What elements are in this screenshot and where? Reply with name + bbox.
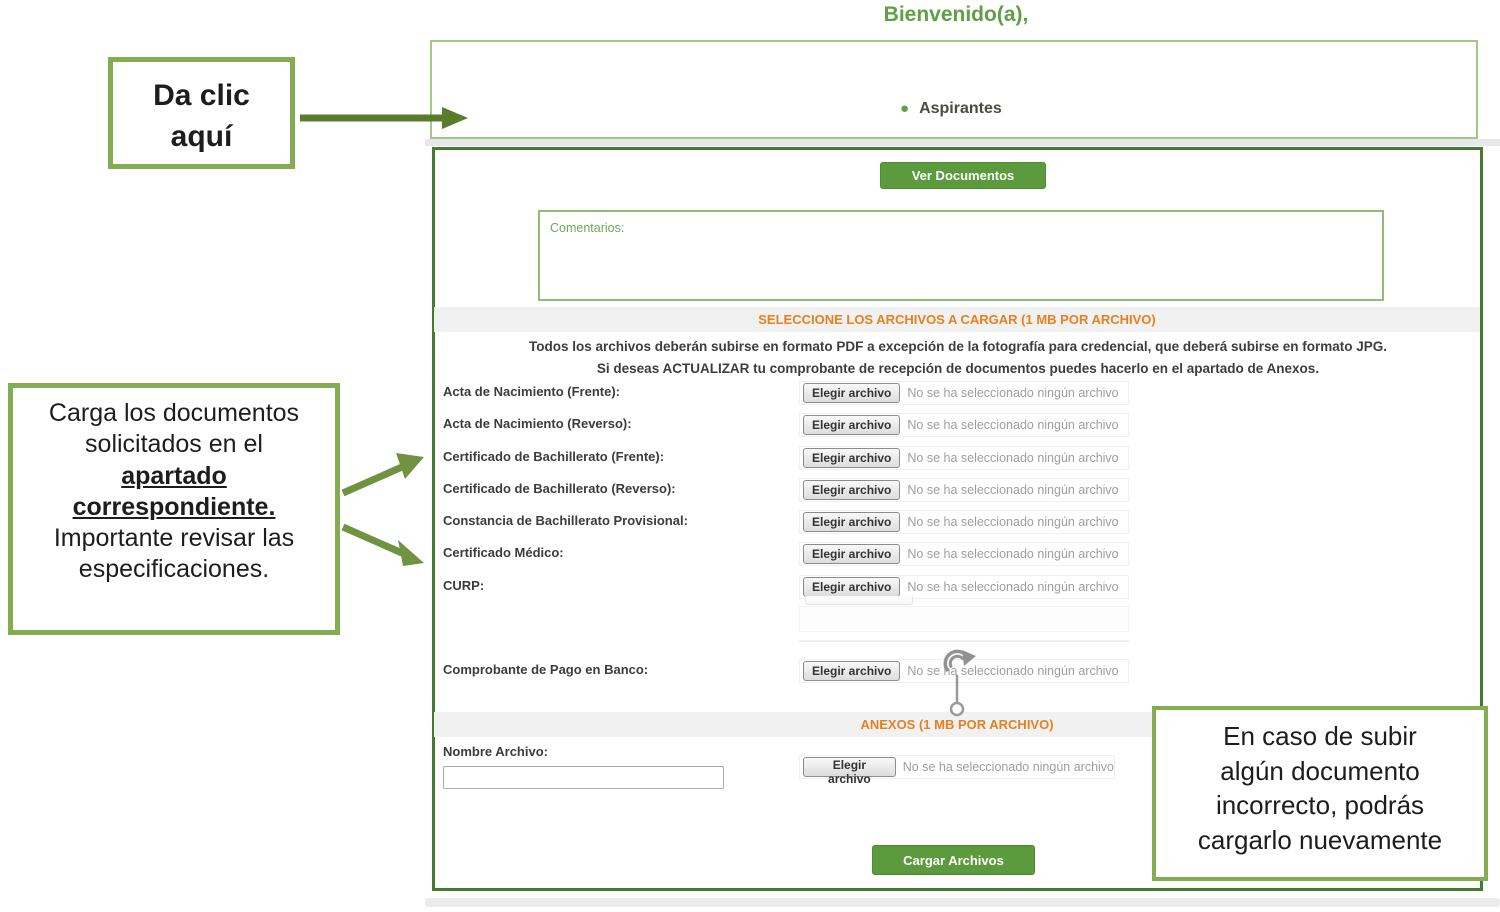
callout-text-bold: correspondiente. (72, 492, 276, 521)
document-label: CURP: (443, 578, 485, 593)
document-label: Acta de Nacimiento (Reverso): (443, 416, 632, 431)
nombre-archivo-input[interactable] (443, 766, 724, 789)
file-input-acta-reverso[interactable]: Elegir archivo No se ha seleccionado nin… (799, 413, 1129, 437)
document-label: Certificado Médico: (443, 545, 564, 560)
menu-item-aspirantes[interactable]: ● Aspirantes (900, 100, 1002, 118)
document-label: Certificado de Bachillerato (Frente): (443, 449, 665, 464)
divider (425, 139, 1500, 146)
callout-text: solicitados en el (85, 430, 263, 459)
cargar-archivos-button[interactable]: Cargar Archivos (872, 845, 1035, 875)
file-input-constancia[interactable]: Elegir archivo No se ha seleccionado nin… (799, 510, 1129, 534)
faded-row (799, 606, 1129, 632)
choose-file-button[interactable]: Elegir archivo (803, 757, 896, 786)
callout-text: especificaciones. (78, 555, 270, 584)
menu-item-label: Aspirantes (919, 100, 1002, 117)
no-file-selected-text: No se ha seleccionado ningún archivo (907, 386, 1119, 400)
instructions-line: Todos los archivos deberán subirse en fo… (529, 339, 1387, 354)
callout-text: cargarlo nuevamente (1197, 824, 1443, 855)
comentarios-textarea[interactable]: Comentarios: (538, 210, 1384, 301)
callout-text: incorrecto, podrás (1215, 790, 1425, 821)
choose-file-button[interactable]: Elegir archivo (803, 383, 901, 403)
page-title: Bienvenido(a), (883, 3, 1029, 26)
choose-file-button[interactable]: Elegir archivo (803, 448, 901, 468)
arrow-down-right-icon (341, 523, 424, 566)
arrow-right-icon (300, 107, 468, 129)
no-file-selected-text: No se ha seleccionado ningún archivo (907, 515, 1119, 529)
faded-row-divider (799, 640, 1129, 642)
callout-text: Importante revisar las (53, 524, 295, 552)
callout-documento-incorrecto: En caso de subir algún documento incorre… (1152, 706, 1488, 881)
callout-text: Carga los documentos (48, 399, 300, 427)
file-input-curp[interactable]: Elegir archivo No se ha seleccionado nin… (799, 575, 1129, 599)
callout-text: Da clic (153, 79, 250, 112)
faded-row-fragment (805, 596, 913, 605)
table-row: Constancia de Bachillerato Provisional: … (443, 510, 1480, 534)
table-row: CURP: Elegir archivo No se ha selecciona… (443, 575, 1480, 599)
click-indicator-icon (943, 649, 976, 717)
table-row: Certificado de Bachillerato (Frente): El… (443, 446, 1480, 470)
choose-file-button[interactable]: Elegir archivo (803, 661, 901, 681)
no-file-selected-text: No se ha seleccionado ningún archivo (902, 760, 1114, 774)
document-label: Constancia de Bachillerato Provisional: (443, 513, 688, 528)
ver-documentos-button[interactable]: Ver Documentos (880, 162, 1046, 189)
instructions-line: Si deseas ACTUALIZAR tu comprobante de r… (596, 361, 1320, 377)
document-label: Acta de Nacimiento (Frente): (443, 384, 620, 399)
callout-text-bold: apartado (121, 461, 227, 490)
callout-carga-documentos: Carga los documentos solicitados en el a… (8, 383, 340, 635)
choose-file-button[interactable]: Elegir archivo (803, 577, 901, 597)
divider (425, 898, 1500, 907)
nombre-archivo-label: Nombre Archivo: (443, 744, 548, 759)
no-file-selected-text: No se ha seleccionado ningún archivo (907, 451, 1119, 465)
section-heading-text: ANEXOS (1 MB POR ARCHIVO) (860, 717, 1054, 732)
choose-file-button[interactable]: Elegir archivo (803, 480, 901, 500)
table-row: Acta de Nacimiento (Reverso): Elegir arc… (443, 413, 1480, 437)
choose-file-button[interactable]: Elegir archivo (803, 512, 901, 532)
section-heading-text: SELECCIONE LOS ARCHIVOS A CARGAR (1 MB P… (758, 312, 1156, 327)
table-row: Certificado de Bachillerato (Reverso): E… (443, 478, 1480, 502)
table-row: Certificado Médico: Elegir archivo No se… (443, 542, 1480, 566)
choose-file-button[interactable]: Elegir archivo (803, 544, 901, 564)
no-file-selected-text: No se ha seleccionado ningún archivo (907, 547, 1119, 561)
no-file-selected-text: No se ha seleccionado ningún archivo (907, 418, 1119, 432)
no-file-selected-text: No se ha seleccionado ningún archivo (907, 580, 1119, 594)
table-row: Acta de Nacimiento (Frente): Elegir arch… (443, 381, 1480, 405)
callout-text: En caso de subir (1223, 721, 1417, 751)
menu-box: ●Aspirantes ●Carga de Documentos (430, 40, 1478, 167)
callout-text: aquí (170, 119, 233, 153)
section-heading-seleccione: SELECCIONE LOS ARCHIVOS A CARGAR (1 MB P… (434, 307, 1480, 332)
file-input-certificado-medico[interactable]: Elegir archivo No se ha seleccionado nin… (799, 542, 1129, 566)
no-file-selected-text: No se ha seleccionado ningún archivo (907, 483, 1119, 497)
choose-file-button[interactable]: Elegir archivo (803, 415, 901, 435)
comentarios-label: Comentarios: (550, 221, 625, 235)
callout-text: algún documento (1220, 755, 1420, 786)
file-input-certificado-reverso[interactable]: Elegir archivo No se ha seleccionado nin… (799, 478, 1129, 502)
arrow-up-right-icon (341, 453, 424, 497)
no-file-selected-text: No se ha seleccionado ningún archivo (907, 664, 1119, 678)
document-label: Comprobante de Pago en Banco: (443, 662, 649, 677)
callout-da-clic: Da clic aquí (108, 57, 295, 169)
bullet-icon: ● (900, 100, 910, 117)
document-label: Certificado de Bachillerato (Reverso): (443, 481, 676, 496)
file-input-acta-frente[interactable]: Elegir archivo No se ha seleccionado nin… (799, 381, 1129, 405)
file-input-anexo[interactable]: Elegir archivo No se ha seleccionado nin… (799, 755, 1115, 786)
upload-instructions: Todos los archivos deberán subirse en fo… (440, 336, 1476, 381)
file-input-certificado-frente[interactable]: Elegir archivo No se ha seleccionado nin… (799, 446, 1129, 470)
